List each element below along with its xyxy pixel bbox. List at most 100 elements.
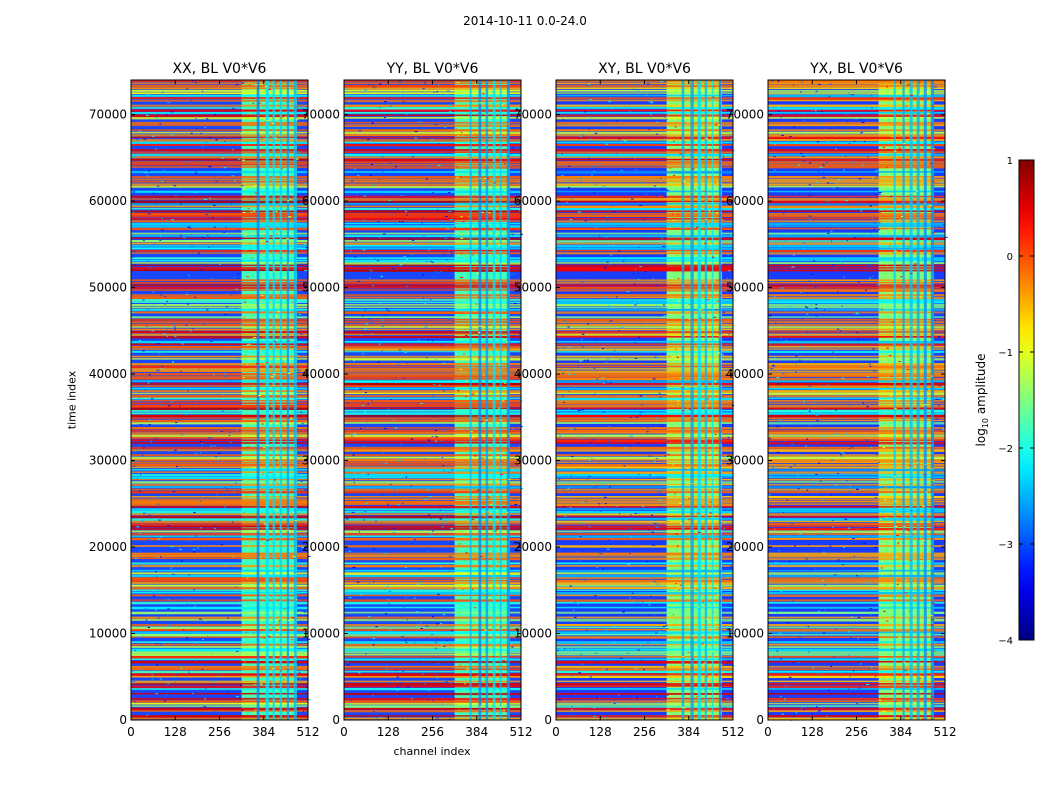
heatmap-row xyxy=(556,284,733,287)
heatmap-speckle xyxy=(655,417,658,419)
heatmap-speckle xyxy=(636,302,640,304)
heatmap-speckle xyxy=(935,418,938,420)
heatmap-speckle xyxy=(729,549,732,551)
heatmap-speckle xyxy=(925,712,927,714)
heatmap-row xyxy=(344,619,521,622)
heatmap-speckle xyxy=(421,673,425,675)
heatmap-speckle xyxy=(792,165,794,167)
heatmap-speckle xyxy=(666,694,669,696)
heatmap-row xyxy=(556,518,733,520)
heatmap-row xyxy=(556,397,733,401)
heatmap-row xyxy=(344,304,521,306)
heatmap-speckle xyxy=(488,658,490,660)
heatmap-speckle xyxy=(383,527,386,529)
heatmap-speckle xyxy=(486,225,489,227)
heatmap-speckle xyxy=(890,136,893,138)
heatmap-speckle xyxy=(934,687,937,689)
heatmap-row xyxy=(768,407,945,410)
heatmap-row xyxy=(768,249,945,252)
heatmap-speckle xyxy=(710,650,714,652)
heatmap-speckle xyxy=(606,261,609,263)
heatmap-speckle xyxy=(235,650,239,652)
heatmap-row xyxy=(131,104,308,107)
heatmap-row xyxy=(556,488,733,491)
heatmap-speckle xyxy=(165,236,167,238)
heatmap-row xyxy=(131,387,308,390)
heatmap-speckle xyxy=(248,343,252,345)
x-tick-label: 128 xyxy=(377,725,400,739)
heatmap-row xyxy=(768,404,945,408)
heatmap-speckle xyxy=(396,686,399,688)
heatmap-speckle xyxy=(788,676,792,678)
heatmap-speckle xyxy=(243,512,245,514)
heatmap-speckle xyxy=(728,270,731,272)
heatmap-speckle xyxy=(917,235,919,237)
heatmap-row xyxy=(768,244,945,248)
heatmap-speckle xyxy=(358,130,362,132)
heatmap-speckle xyxy=(562,395,564,397)
heatmap-row xyxy=(344,340,521,343)
heatmap-row xyxy=(131,510,308,514)
heatmap-speckle xyxy=(249,84,251,86)
heatmap-row xyxy=(344,141,521,144)
heatmap-speckle xyxy=(450,630,454,632)
heatmap-speckle xyxy=(396,676,399,678)
heatmap-speckle xyxy=(499,82,501,84)
heatmap-speckle xyxy=(149,440,152,442)
heatmap-speckle xyxy=(296,238,298,240)
heatmap-speckle xyxy=(872,702,874,704)
heatmap-speckle xyxy=(372,644,375,646)
heatmap-speckle xyxy=(879,289,883,291)
heatmap-speckle xyxy=(802,368,805,370)
heatmap-speckle xyxy=(136,139,139,140)
heatmap-speckle xyxy=(188,274,190,276)
heatmap-speckle xyxy=(856,528,858,530)
heatmap-speckle xyxy=(910,192,913,194)
heatmap-row xyxy=(556,665,733,669)
heatmap-speckle xyxy=(930,468,934,470)
heatmap-speckle xyxy=(643,396,647,398)
heatmap-speckle xyxy=(186,637,189,639)
heatmap-speckle xyxy=(292,511,295,513)
heatmap-speckle xyxy=(363,219,366,221)
heatmap-speckle xyxy=(815,493,817,495)
heatmap-speckle xyxy=(433,91,435,93)
heatmap-speckle xyxy=(725,374,728,376)
heatmap-speckle xyxy=(910,132,913,134)
heatmap-speckle xyxy=(569,585,572,587)
heatmap-speckle xyxy=(648,154,650,156)
heatmap-row xyxy=(344,294,521,297)
heatmap-speckle xyxy=(675,459,677,461)
heatmap-speckle xyxy=(464,683,466,685)
heatmap-speckle xyxy=(730,101,733,103)
heatmap-speckle xyxy=(659,630,663,632)
heatmap-row xyxy=(344,296,521,299)
heatmap-speckle xyxy=(699,131,702,133)
heatmap-speckle xyxy=(618,513,621,515)
heatmap-row xyxy=(131,697,308,700)
heatmap-speckle xyxy=(594,393,597,395)
heatmap-row xyxy=(344,626,521,629)
heatmap-speckle xyxy=(448,236,452,238)
heatmap-speckle xyxy=(239,403,242,405)
heatmap-row xyxy=(556,636,733,639)
heatmap-row xyxy=(131,432,308,435)
heatmap-row xyxy=(768,222,945,226)
heatmap-speckle xyxy=(369,269,373,271)
heatmap-speckle xyxy=(449,718,451,720)
heatmap-speckle xyxy=(160,151,163,153)
heatmap-row xyxy=(768,685,945,688)
heatmap-speckle xyxy=(299,678,302,680)
heatmap-speckle xyxy=(821,385,823,386)
heatmap-row xyxy=(556,343,733,346)
heatmap-row xyxy=(556,579,733,583)
heatmap-row xyxy=(131,439,308,442)
heatmap-speckle xyxy=(694,625,696,627)
heatmap-row xyxy=(344,697,521,701)
heatmap-speckle xyxy=(645,94,649,96)
heatmap-speckle xyxy=(896,642,899,643)
heatmap-row xyxy=(344,633,521,637)
heatmap-speckle xyxy=(209,137,212,139)
heatmap-row xyxy=(768,409,945,413)
heatmap-speckle xyxy=(887,149,889,151)
